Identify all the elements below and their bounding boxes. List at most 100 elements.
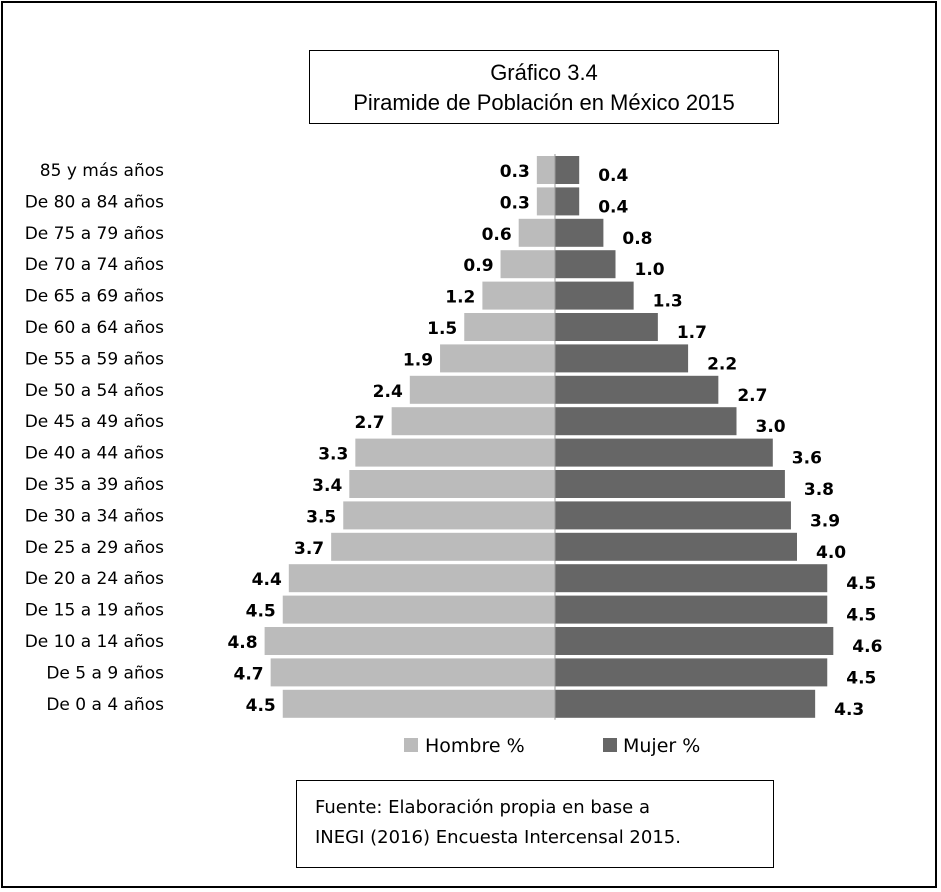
bar-mujer <box>555 689 816 718</box>
bar-hombre <box>349 470 555 498</box>
bar-mujer <box>555 187 580 216</box>
data-label-mujer: 3.0 <box>756 417 786 437</box>
chart-title-line2: Piramide de Población en México 2015 <box>353 90 735 115</box>
bar-hombre <box>409 375 555 404</box>
y-tick-label: De 30 a 34 años <box>25 506 164 526</box>
y-tick-label: De 20 a 24 años <box>25 569 164 589</box>
y-tick-label: De 60 a 64 años <box>25 318 164 338</box>
data-label-mujer: 4.6 <box>852 637 882 657</box>
bar-mujer <box>555 156 580 184</box>
bar-mujer <box>555 532 797 561</box>
bar-mujer <box>555 470 785 498</box>
y-tick-label: De 65 a 69 años <box>25 287 164 307</box>
data-label-hombre: 3.7 <box>294 539 324 559</box>
data-label-hombre: 3.3 <box>318 445 348 465</box>
data-label-mujer: 0.8 <box>622 229 652 249</box>
y-tick-label: De 10 a 14 años <box>25 632 164 652</box>
data-label-mujer: 0.4 <box>598 166 628 186</box>
data-label-hombre: 4.5 <box>246 696 276 716</box>
source-note-line1: Fuente: Elaboración propia en base a <box>315 797 650 818</box>
data-label-hombre: 3.5 <box>306 507 336 527</box>
bar-hombre <box>391 407 555 436</box>
data-label-hombre: 2.4 <box>373 382 403 402</box>
bar-hombre <box>482 281 555 310</box>
data-label-mujer: 1.3 <box>653 292 683 312</box>
bar-hombre <box>536 187 555 216</box>
bar-mujer <box>555 344 689 373</box>
bar-hombre <box>500 250 555 279</box>
data-label-hombre: 1.2 <box>445 288 475 308</box>
bar-hombre <box>355 438 555 467</box>
bar-hombre <box>331 532 555 561</box>
bar-hombre <box>343 501 555 530</box>
bar-hombre <box>270 658 555 687</box>
data-label-mujer: 4.5 <box>846 606 876 626</box>
y-tick-label: De 70 a 74 años <box>25 255 164 275</box>
data-label-hombre: 1.9 <box>403 350 433 370</box>
bar-mujer <box>555 595 828 624</box>
data-label-mujer: 4.5 <box>846 574 876 594</box>
data-label-mujer: 2.2 <box>707 354 737 374</box>
bar-mujer <box>555 313 658 341</box>
data-label-mujer: 1.7 <box>677 323 707 343</box>
chart-title-line1: Gráfico 3.4 <box>490 60 598 85</box>
data-label-mujer: 4.0 <box>816 543 846 563</box>
bar-mujer <box>555 375 719 404</box>
y-tick-label: De 75 a 79 años <box>25 224 164 244</box>
bar-hombre <box>264 627 555 655</box>
data-label-hombre: 0.3 <box>500 162 530 182</box>
y-tick-label: De 40 a 44 años <box>25 444 164 464</box>
bar-hombre <box>536 156 555 184</box>
bar-mujer <box>555 281 634 310</box>
data-label-hombre: 4.7 <box>234 664 264 684</box>
bar-hombre <box>464 313 555 341</box>
data-label-hombre: 4.5 <box>246 602 276 622</box>
data-label-hombre: 3.4 <box>312 476 342 496</box>
bar-hombre <box>440 344 555 373</box>
bar-mujer <box>555 407 737 436</box>
bar-mujer <box>555 501 791 530</box>
data-label-hombre: 4.8 <box>227 633 257 653</box>
y-tick-label: 85 y más años <box>40 161 164 181</box>
y-tick-label: De 50 a 54 años <box>25 381 164 401</box>
bar-hombre <box>288 564 555 593</box>
y-tick-label: De 80 a 84 años <box>25 192 164 212</box>
legend-label-hombre: Hombre % <box>425 735 525 757</box>
legend-swatch-hombre <box>404 738 418 752</box>
bar-mujer <box>555 250 616 279</box>
data-label-mujer: 3.9 <box>810 511 840 531</box>
bar-mujer <box>555 627 834 655</box>
legend-label-mujer: Mujer % <box>623 735 700 757</box>
bar-mujer <box>555 438 773 467</box>
data-label-mujer: 3.8 <box>804 480 834 500</box>
data-label-hombre: 2.7 <box>355 413 385 433</box>
data-label-hombre: 0.6 <box>482 225 512 245</box>
y-tick-label: De 0 a 4 años <box>46 695 164 715</box>
y-tick-label: De 55 a 59 años <box>25 349 164 369</box>
data-label-mujer: 0.4 <box>598 197 628 217</box>
data-label-mujer: 4.3 <box>834 700 864 720</box>
bar-hombre <box>518 218 555 247</box>
data-label-hombre: 4.4 <box>252 570 282 590</box>
data-label-hombre: 1.5 <box>427 319 457 339</box>
data-label-mujer: 4.5 <box>846 668 876 688</box>
data-label-mujer: 3.6 <box>792 449 822 469</box>
bar-mujer <box>555 218 604 247</box>
data-label-mujer: 2.7 <box>737 386 767 406</box>
data-label-mujer: 1.0 <box>635 260 665 280</box>
source-note-line2: INEGI (2016) Encuesta Intercensal 2015. <box>315 827 681 848</box>
legend-swatch-mujer <box>603 738 617 752</box>
data-label-hombre: 0.9 <box>463 256 493 276</box>
bar-hombre <box>282 595 555 624</box>
data-label-hombre: 0.3 <box>500 193 530 213</box>
y-tick-label: De 35 a 39 años <box>25 475 164 495</box>
y-tick-label: De 45 a 49 años <box>25 412 164 432</box>
chart-title-box: Gráfico 3.4 Piramide de Población en Méx… <box>309 50 779 124</box>
bar-mujer <box>555 658 828 687</box>
y-tick-label: De 15 a 19 años <box>25 601 164 621</box>
source-note-box: Fuente: Elaboración propia en base a INE… <box>296 780 774 868</box>
y-tick-label: De 25 a 29 años <box>25 538 164 558</box>
y-tick-label: De 5 a 9 años <box>46 663 164 683</box>
bar-mujer <box>555 564 828 593</box>
